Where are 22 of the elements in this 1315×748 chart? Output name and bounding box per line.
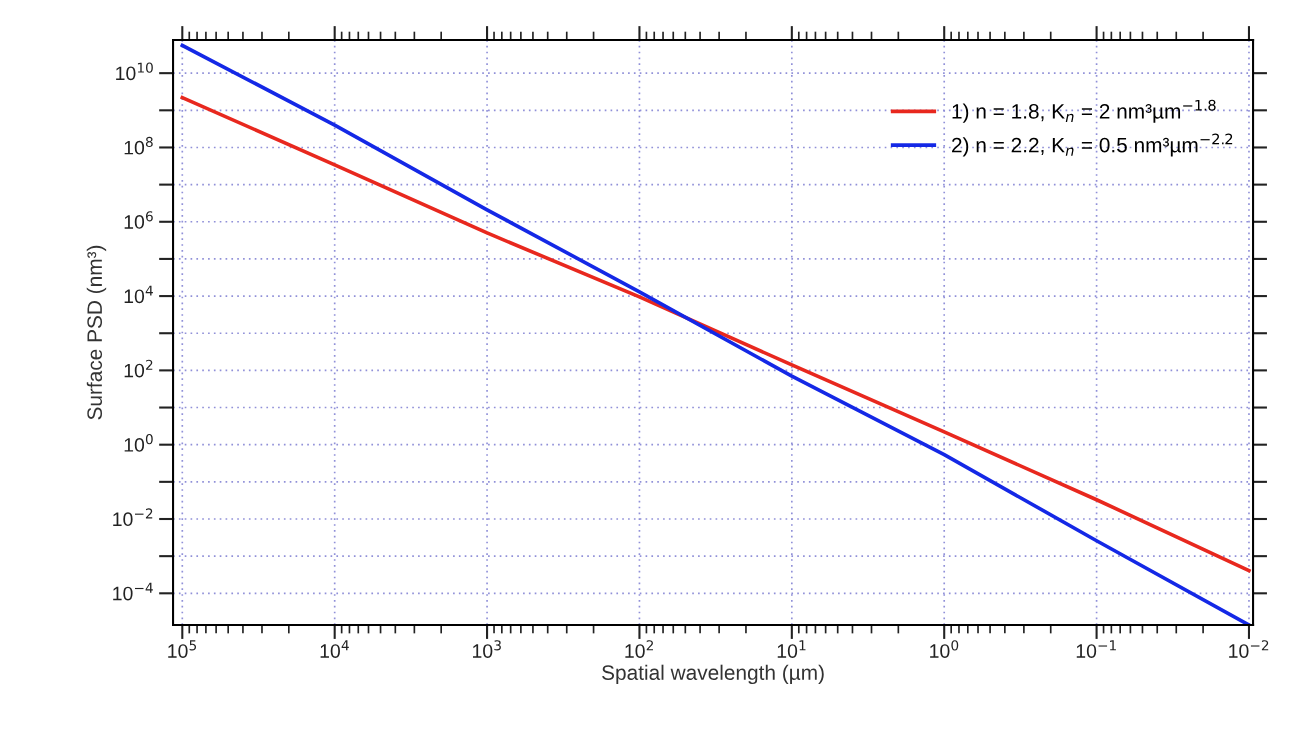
y-tick-label: 10$^{4}$ bbox=[124, 285, 153, 304]
x-tick-label: 10$^{0}$ bbox=[930, 640, 959, 658]
y-tick-label: 10$^{−2}$ bbox=[113, 508, 153, 527]
x-tick-label: 10$^{5}$ bbox=[168, 640, 197, 658]
y-axis-title: Surface PSD (nm³) bbox=[86, 245, 107, 420]
x-tick-label: 10$^{4}$ bbox=[320, 640, 349, 658]
legend-label: 2) n = 2.2, K$_{n}$ = 0.5 nm³µm$^{−2.2}$ bbox=[952, 133, 1233, 157]
y-tick-label: 10$^{10}$ bbox=[116, 62, 153, 81]
y-tick-label: 10$^{0}$ bbox=[124, 434, 153, 452]
y-tick-label: 10$^{−4}$ bbox=[113, 582, 153, 601]
x-axis-title: Spatial wavelength (µm) bbox=[602, 664, 824, 685]
legend-label: 1) n = 1.8, K$_{n}$ = 2 nm³µm$^{−1.8}$ bbox=[952, 99, 1216, 123]
x-tick-label: 10$^{1}$ bbox=[777, 640, 806, 658]
x-tick-label: 10$^{−2}$ bbox=[1229, 640, 1269, 658]
line-series bbox=[180, 43, 1251, 626]
y-tick-label: 10$^{6}$ bbox=[124, 211, 153, 229]
y-tick-label: 10$^{2}$ bbox=[124, 359, 153, 378]
x-tick-label: 10$^{2}$ bbox=[625, 640, 653, 658]
x-tick-label: 10$^{3}$ bbox=[472, 640, 501, 658]
line-series bbox=[180, 95, 1251, 573]
x-tick-label: 10$^{−1}$ bbox=[1076, 640, 1116, 658]
y-tick-label: 10$^{8}$ bbox=[124, 136, 153, 155]
